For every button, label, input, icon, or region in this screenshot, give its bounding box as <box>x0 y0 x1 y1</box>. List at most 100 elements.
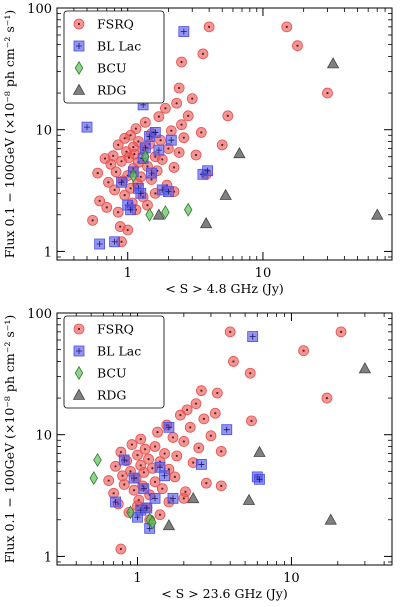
data-points <box>81 21 384 250</box>
point-bl-lac-cross <box>131 475 138 482</box>
point-fsrq-center <box>107 479 110 482</box>
point-fsrq-center <box>157 115 160 118</box>
point-bl-lac-cross <box>161 472 168 479</box>
legend-marker-fsrq-center <box>77 327 81 331</box>
point-bl-lac-cross <box>256 476 263 483</box>
legend-marker-rdg <box>72 388 86 400</box>
point-rdg <box>152 208 166 220</box>
legend-marker-bl-lac-cross <box>76 348 82 354</box>
point-fsrq-center <box>114 465 117 468</box>
point-fsrq-center <box>139 175 142 178</box>
series-bcu <box>129 149 193 222</box>
point-fsrq-center <box>163 452 166 455</box>
point-fsrq-center <box>167 468 171 471</box>
point-bcu <box>129 168 138 183</box>
point-fsrq-center <box>171 436 175 439</box>
point-fsrq-center <box>120 240 123 243</box>
point-bcu <box>93 452 102 467</box>
point-fsrq-center <box>129 134 132 137</box>
point-bl-lac-cross <box>156 464 163 471</box>
x-tick-label: 1 <box>133 571 141 586</box>
point-fsrq-center <box>325 396 329 400</box>
point-rdg <box>219 188 232 200</box>
point-fsrq-center <box>220 484 223 487</box>
point-fsrq-center <box>229 330 232 333</box>
point-bcu <box>141 149 150 164</box>
point-fsrq-center <box>120 160 123 163</box>
data-points <box>89 326 372 555</box>
y-tick-label: 1 <box>44 550 52 565</box>
point-rdg <box>253 445 266 457</box>
x-tick-label: 10 <box>255 266 272 281</box>
point-fsrq-center <box>158 513 162 516</box>
legend-box <box>63 10 165 104</box>
point-fsrq-center <box>180 60 183 64</box>
point-fsrq-center <box>164 107 167 110</box>
point-bl-lac-cross <box>143 504 150 511</box>
point-fsrq-center <box>136 453 139 457</box>
point-fsrq-center <box>119 547 122 551</box>
point-fsrq-center <box>96 171 99 175</box>
point-bl-lac-cross <box>168 137 175 144</box>
point-fsrq-center <box>200 131 203 134</box>
point-fsrq-center <box>142 471 145 474</box>
point-fsrq-center <box>130 443 134 446</box>
point-fsrq-center <box>159 139 162 142</box>
point-fsrq-center <box>326 91 329 95</box>
point-rdg <box>324 513 337 525</box>
point-fsrq-center <box>250 419 253 422</box>
point-bcu <box>126 505 135 520</box>
point-bl-lac-cross <box>112 498 119 505</box>
plot-frame <box>56 312 393 566</box>
point-fsrq-center <box>147 458 150 461</box>
y-axis-label: Flux 0.1 − 100GeV (×10⁻⁸ ph cm⁻² s⁻¹) <box>2 10 17 259</box>
point-fsrq-center <box>184 490 187 493</box>
point-bl-lac-cross <box>223 426 230 433</box>
point-fsrq-center <box>202 417 206 420</box>
point-fsrq-center <box>192 461 195 464</box>
legend-marker-bcu <box>74 60 84 76</box>
point-fsrq-center <box>194 153 198 157</box>
series-rdg <box>152 57 384 229</box>
point-fsrq-center <box>112 492 115 495</box>
point-fsrq-center <box>119 450 122 454</box>
point-bl-lac-cross <box>137 190 144 197</box>
legend-marker-fsrq-center <box>77 22 81 26</box>
point-bl-lac-cross <box>165 188 172 195</box>
legend-box <box>63 315 165 409</box>
point-bl-lac-cross <box>249 333 256 340</box>
point-rdg <box>371 208 384 220</box>
legend-label-fsrq: FSRQ <box>97 322 134 337</box>
point-fsrq-center <box>123 137 126 140</box>
point-fsrq-center <box>173 475 177 479</box>
legend-label-rdg: RDG <box>97 388 126 403</box>
y-axis-label: Flux 0.1 − 100GeV (×10⁻⁸ ph cm⁻² s⁻¹) <box>2 315 17 564</box>
point-bl-lac-cross <box>152 495 159 502</box>
point-fsrq-center <box>123 483 126 486</box>
point-fsrq-center <box>105 206 108 209</box>
point-fsrq-center <box>125 150 128 153</box>
point-fsrq-center <box>208 25 211 28</box>
point-fsrq-center <box>126 228 129 232</box>
point-fsrq-center <box>153 480 157 483</box>
x-tick-label: 1 <box>124 266 132 281</box>
point-fsrq-center <box>205 482 208 485</box>
plot-frame <box>56 7 393 261</box>
point-fsrq-center <box>175 102 178 105</box>
point-rdg <box>233 146 246 159</box>
point-fsrq-center <box>187 114 190 117</box>
point-rdg <box>358 362 372 374</box>
point-fsrq-center <box>167 147 170 150</box>
y-tick-label: 1 <box>44 245 52 260</box>
legend: FSRQ BL Lac BCU RDG <box>63 10 165 104</box>
point-fsrq-center <box>151 467 154 470</box>
point-fsrq-center <box>107 181 110 184</box>
point-fsrq-center <box>129 187 132 190</box>
x-axis-label: < S > 23.6 GHz (Jy) <box>161 586 288 601</box>
point-bcu <box>89 471 98 486</box>
point-fsrq-center <box>172 166 176 169</box>
x-axis-label: < S > 4.8 GHz (Jy) <box>165 281 284 296</box>
point-fsrq-center <box>133 153 136 156</box>
point-fsrq-center <box>117 143 120 147</box>
point-fsrq-center <box>226 114 229 117</box>
